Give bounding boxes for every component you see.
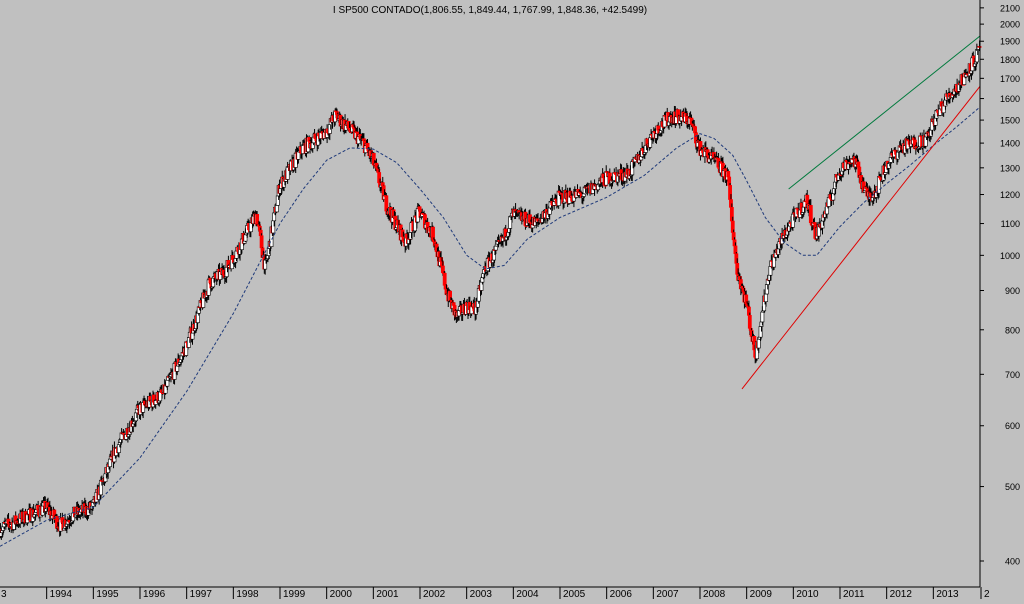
candle-body: [417, 206, 422, 210]
x-tick-label: 1998: [236, 589, 259, 599]
x-tick-label: 1997: [190, 589, 213, 599]
y-tick-label: 700: [1005, 370, 1020, 380]
candle-body: [856, 161, 861, 168]
candle-body: [764, 293, 768, 303]
y-tick-label: 1300: [1000, 163, 1020, 173]
candle-body: [259, 235, 264, 249]
x-tick-label: 1996: [143, 589, 166, 599]
x-tick-label: 2013: [936, 589, 959, 599]
y-tick-label: 1800: [1000, 55, 1020, 65]
y-tick-label: 2000: [1000, 20, 1020, 30]
candle-body: [274, 205, 279, 213]
y-tick-label: 400: [1005, 556, 1020, 566]
candle-body: [726, 171, 731, 178]
y-tick-label: 1900: [1000, 37, 1020, 47]
candle-body: [747, 315, 752, 329]
y-tick-label: 1500: [1000, 116, 1020, 126]
x-tick-label: 1999: [283, 589, 306, 599]
candle-body: [760, 311, 765, 323]
candles-group: [0, 40, 982, 540]
x-tick-label: 2011: [843, 589, 865, 599]
y-tick-label: 900: [1005, 286, 1020, 296]
x-tick-label: 2000: [330, 589, 353, 599]
x-tick-label: 1994: [50, 589, 73, 599]
x-tick-label: 2008: [703, 589, 726, 599]
candle-body: [808, 205, 813, 224]
y-tick-label: 1400: [1000, 139, 1020, 149]
y-tick-label: 1200: [1000, 190, 1020, 200]
candle-body: [693, 126, 697, 134]
y-tick-label: 1600: [1000, 94, 1020, 104]
chart-title: I SP500 CONTADO(1,806.55, 1,849.44, 1,76…: [333, 5, 647, 16]
y-tick-label: 600: [1005, 421, 1020, 431]
candle-body: [493, 245, 498, 251]
overlay-group: [0, 35, 981, 547]
candle-body: [255, 214, 260, 226]
y-tick-label: 1000: [1000, 251, 1020, 261]
x-tick-label: 2005: [563, 589, 586, 599]
y-tick-label: 1700: [1000, 74, 1020, 84]
x-tick-label: 2004: [516, 589, 539, 599]
x-tick-label: 2002: [423, 589, 446, 599]
y-tick-label: 500: [1005, 482, 1020, 492]
support-trend-line: [741, 85, 981, 390]
candle-body: [243, 234, 248, 242]
x-tick-label: 2007: [656, 589, 679, 599]
x-tick-label: 2012: [890, 589, 913, 599]
x-tick-label: 2010: [796, 589, 819, 599]
y-axis: 400 500 600 700 800 900 1000 1100 1200 1300 1400 15…: [979, 0, 1020, 587]
y-tick-label: 1100: [1001, 219, 1020, 229]
x-tick-label: 2006: [610, 589, 633, 599]
y-tick-label: 2100: [1000, 3, 1020, 13]
x-tick-label: 3: [1, 589, 7, 599]
x-tick-label: 2: [984, 589, 990, 599]
candle: [259, 233, 264, 249]
candle-body: [190, 332, 195, 340]
moving-average-line: [0, 106, 981, 547]
candle-body: [175, 365, 180, 372]
y-tick-label: 800: [1005, 325, 1020, 335]
x-axis: 3 1994 1995 1996 1997 1998 1999 2000 2001 2002 200…: [0, 586, 990, 600]
candle-body: [756, 338, 761, 349]
x-tick-label: 2009: [750, 589, 773, 599]
x-tick-label: 1995: [96, 589, 119, 599]
candle-body: [451, 302, 456, 306]
candle-body: [442, 272, 447, 286]
x-tick-label: 2003: [470, 589, 493, 599]
resistance-trend-line: [788, 35, 981, 190]
x-tick-label: 2001: [376, 589, 399, 599]
candle-body: [165, 379, 170, 387]
candle-body: [33, 512, 38, 515]
